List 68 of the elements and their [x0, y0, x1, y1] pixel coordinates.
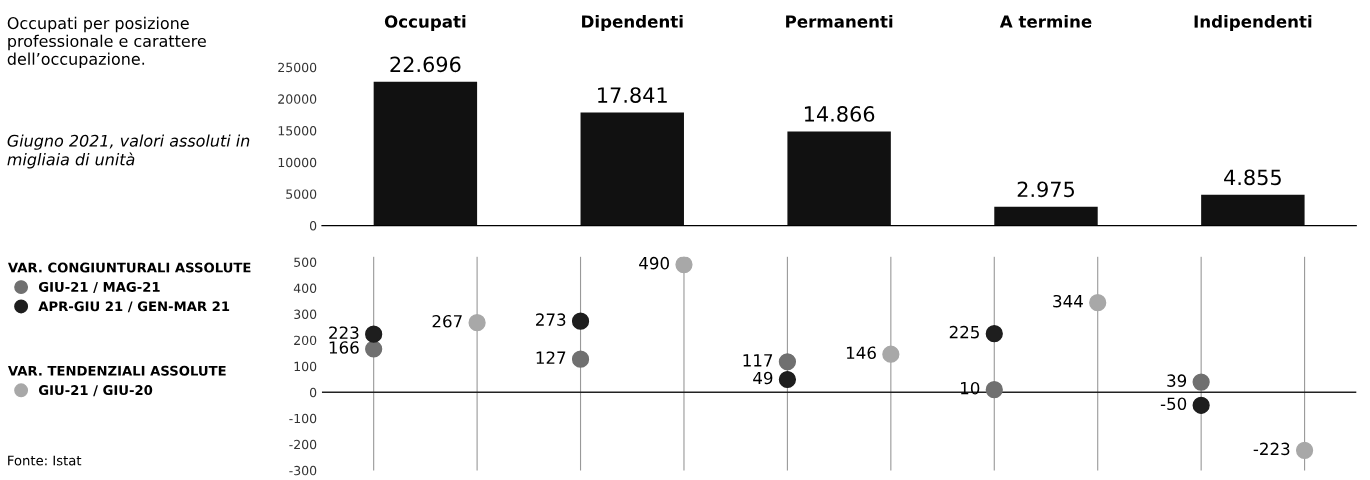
legend-label: GIU-21 / GIU-20 [38, 385, 153, 397]
x-tick-label: Permanenti [786, 14, 893, 28]
data-label: 117 [743, 354, 773, 367]
source-note: Fonte: Istat [8, 455, 82, 466]
point [468, 314, 486, 332]
point [985, 381, 1003, 399]
y-tick-label: -300 [289, 465, 317, 476]
text: Occupati per posizione professionale e carattere dell’occupazione. [7, 16, 206, 69]
data-label: -50 [1160, 397, 1187, 411]
bar [373, 81, 478, 226]
bar [787, 131, 891, 226]
data-label: 490 [639, 256, 669, 270]
point [882, 345, 900, 363]
point [1192, 396, 1210, 414]
y-tick-label: -100 [289, 413, 317, 424]
x-tick-label: A termine [999, 14, 1092, 28]
text: Giugno 2021, valori assoluti in migliaia di unità [7, 134, 250, 169]
x-tick-label: Occupati [384, 14, 466, 32]
y-tick-label: 20000 [278, 94, 317, 104]
x-tick-label: Dipendenti [582, 14, 683, 32]
y-tick-label: 15000 [278, 126, 317, 136]
data-label: 225 [949, 325, 979, 339]
y-tick-label: 300 [294, 309, 317, 320]
point [778, 353, 797, 371]
data-label: -223 [1253, 442, 1290, 456]
y-tick-label: 25000 [278, 62, 317, 73]
legend-label: GIU-21 / MAG-21 [38, 281, 160, 293]
point [985, 325, 1003, 343]
point [1295, 441, 1314, 459]
point [1089, 294, 1107, 312]
point [1192, 373, 1210, 391]
data-label: 166 [329, 341, 359, 354]
data-label: 267 [432, 314, 462, 328]
data-label: 127 [536, 351, 566, 364]
data-label: 4.855 [1224, 169, 1281, 186]
y-tick-label: 10000 [278, 157, 317, 168]
bar [580, 112, 684, 226]
data-label: 146 [846, 346, 876, 360]
y-tick-label: 200 [294, 335, 317, 346]
data-label: 10 [961, 381, 980, 395]
y-tick-label: 0 [309, 387, 317, 398]
y-tick-label: 0 [309, 221, 317, 231]
text: VAR. TENDENZIALI ASSOLUTE [7, 365, 226, 376]
legend-label: APR-GIU 21 / GEN-MAR 21 [38, 301, 230, 313]
point [675, 256, 693, 274]
y-tick-label: 100 [294, 361, 317, 372]
y-tick-label: 400 [293, 283, 317, 293]
point [571, 312, 590, 330]
bar [994, 206, 1098, 226]
text: VAR. CONGIUNTURALI ASSOLUTE [7, 262, 251, 273]
data-label: 2.975 [1017, 181, 1074, 198]
point [571, 350, 590, 368]
y-tick-label: 5000 [286, 189, 317, 199]
data-label: 22.696 [390, 56, 461, 73]
data-label: 344 [1053, 294, 1083, 308]
data-label: 39 [1167, 374, 1187, 387]
point [365, 325, 383, 343]
data-label: 273 [536, 313, 566, 326]
x-tick-label: Indipendenti [1194, 14, 1312, 32]
y-tick-label: -200 [289, 439, 317, 450]
data-label: 223 [329, 326, 359, 339]
data-label: 49 [753, 371, 773, 385]
data-label: 17.841 [598, 87, 667, 103]
point [365, 340, 383, 358]
point [778, 370, 797, 389]
y-tick-label: 500 [294, 257, 317, 267]
data-label: 14.866 [804, 106, 875, 122]
bar [1201, 194, 1305, 226]
